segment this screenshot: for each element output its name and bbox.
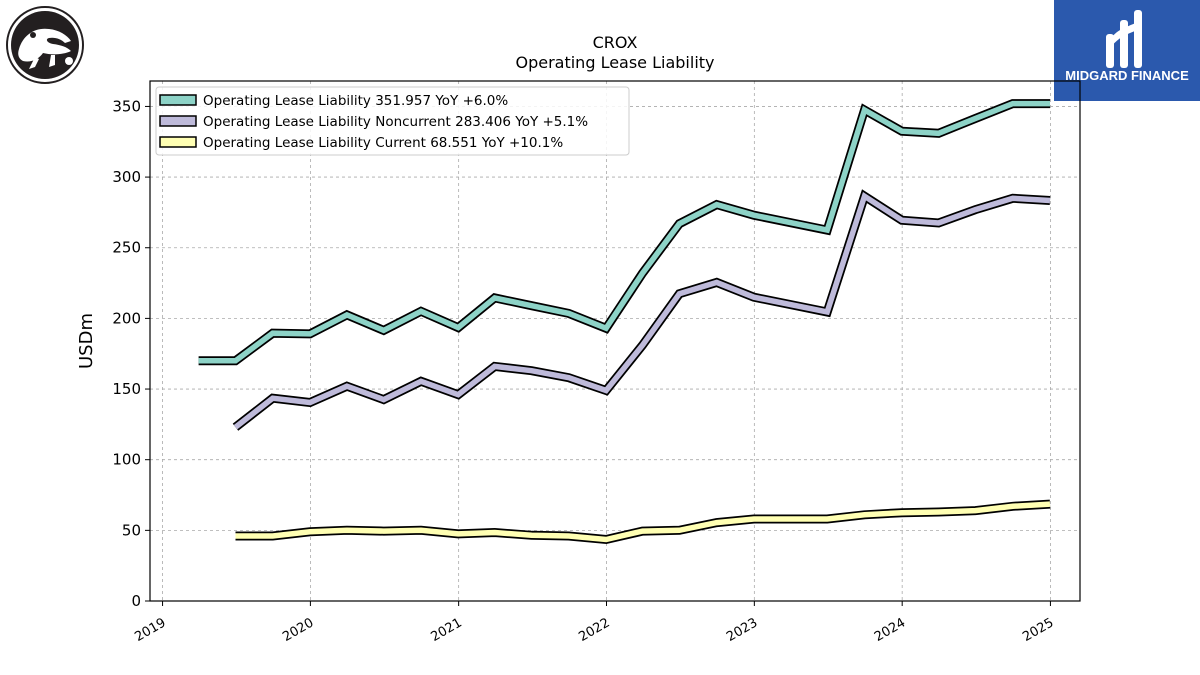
y-tick-label: 50 bbox=[122, 521, 141, 539]
legend-box bbox=[155, 86, 630, 156]
legend-swatch bbox=[159, 94, 197, 106]
legend-label: Operating Lease Liability Noncurrent 283… bbox=[203, 114, 588, 130]
crocodile-icon bbox=[18, 28, 71, 69]
y-tick-label: 150 bbox=[112, 380, 141, 398]
x-tick-label: 2024 bbox=[872, 615, 908, 645]
legend-label: Operating Lease Liability Current 68.551… bbox=[203, 135, 563, 151]
axes: 0 50 100 150 200 250 300 350 2019 2020 2021 2022 202… bbox=[112, 80, 1081, 645]
y-tick-label: 100 bbox=[112, 451, 141, 469]
y-tick-label: 350 bbox=[112, 97, 141, 115]
chart-subtitle: Operating Lease Liability bbox=[515, 53, 714, 72]
plot-frame bbox=[149, 80, 1081, 602]
x-tick-label: 2021 bbox=[428, 615, 464, 645]
logo-text: MIDGARD FINANCE bbox=[1065, 68, 1189, 83]
midgard-finance-logo: MIDGARD FINANCE bbox=[1054, 0, 1200, 101]
y-tick-label: 300 bbox=[112, 168, 141, 186]
y-axis-label: USDm bbox=[76, 313, 97, 369]
series-line-2 bbox=[235, 501, 1051, 543]
x-tick-label: 2023 bbox=[724, 615, 760, 645]
x-tick-label: 2022 bbox=[576, 615, 612, 645]
y-tick-label: 250 bbox=[112, 239, 141, 257]
series-line-0 bbox=[198, 100, 1050, 364]
crocs-logo bbox=[6, 6, 84, 84]
y-tick-label: 0 bbox=[131, 592, 141, 610]
x-tick-label: 2020 bbox=[280, 615, 316, 645]
series-outline-2 bbox=[235, 499, 1051, 545]
legend-label: Operating Lease Liability 351.957 YoY +6… bbox=[203, 93, 508, 109]
x-tick-label: 2019 bbox=[132, 615, 168, 645]
series-lines bbox=[198, 99, 1051, 545]
midgard-mark-icon bbox=[1106, 10, 1142, 68]
legend: Operating Lease Liability 351.957 YoY +6… bbox=[155, 86, 630, 156]
legend-swatch bbox=[159, 136, 197, 148]
y-tick-label: 200 bbox=[112, 309, 141, 327]
series-line-1 bbox=[233, 191, 1051, 430]
legend-swatch bbox=[159, 115, 197, 127]
grid bbox=[150, 81, 1080, 602]
x-tick-label: 2025 bbox=[1020, 615, 1056, 645]
chart-title: CROX bbox=[593, 33, 638, 52]
